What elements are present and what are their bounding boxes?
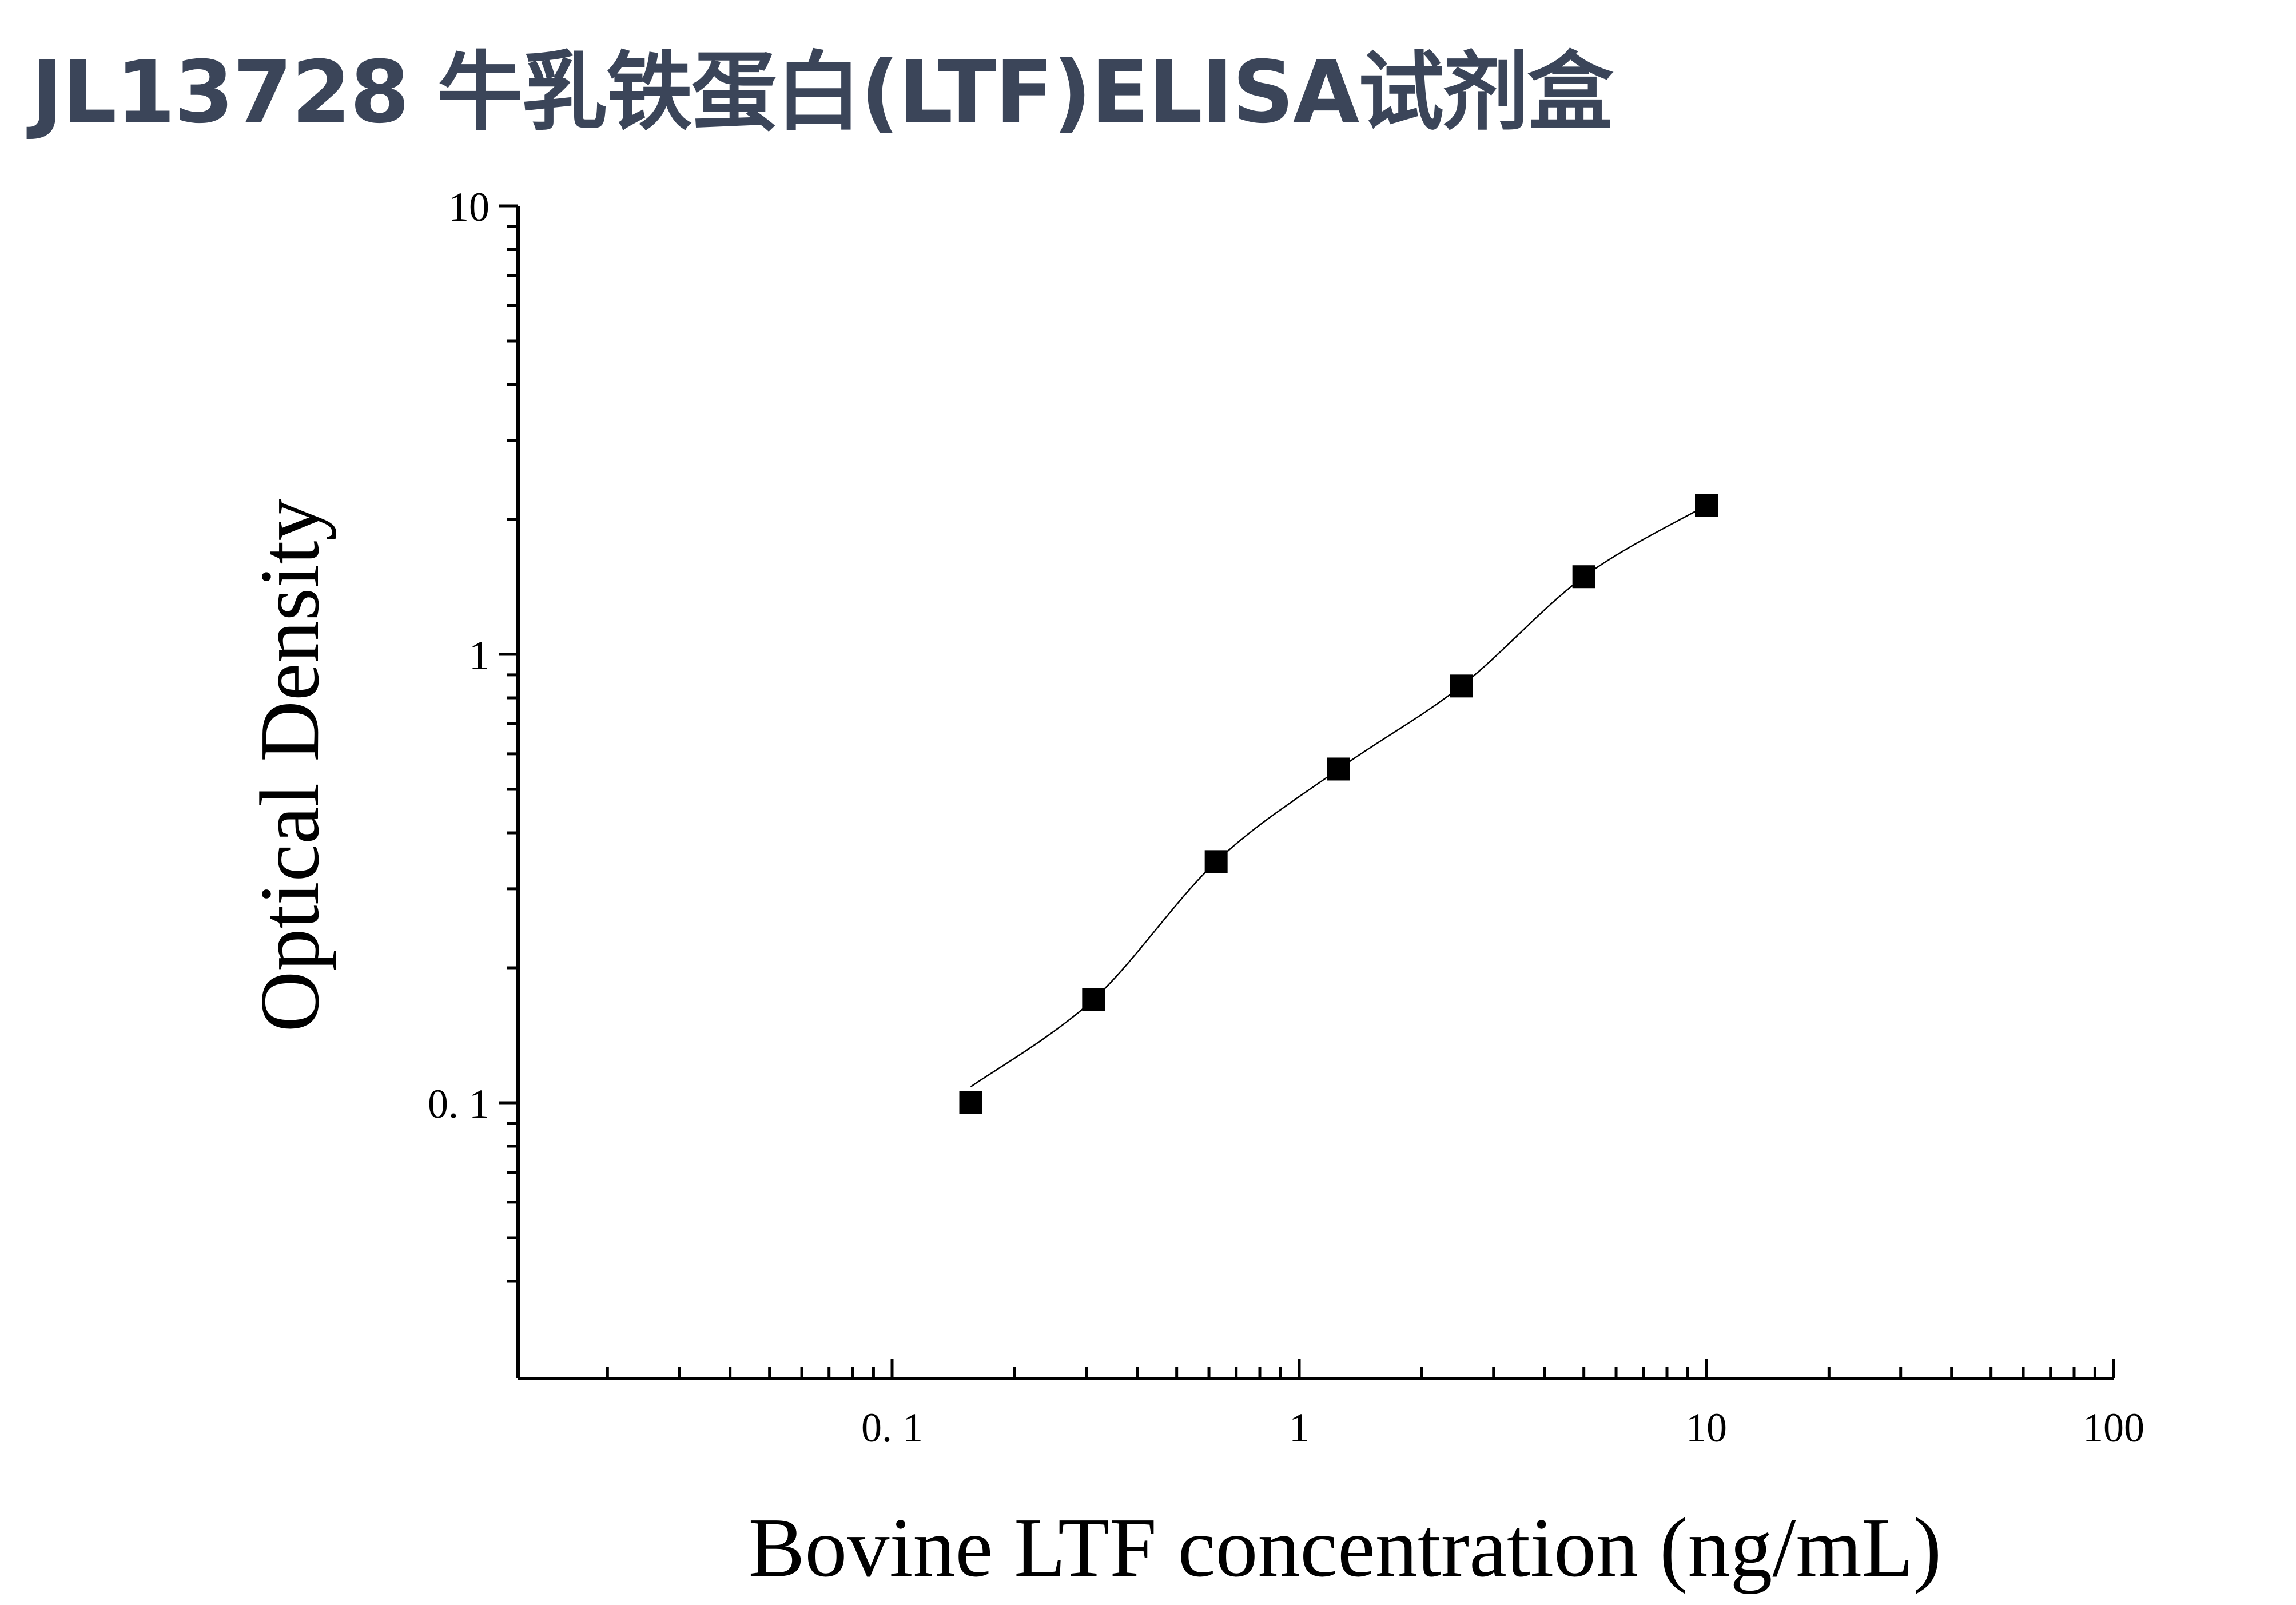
data-point bbox=[1204, 850, 1228, 873]
y-tick-label: 1 bbox=[469, 633, 490, 678]
x-tick-label: 10 bbox=[1686, 1405, 1727, 1451]
x-tick-label: 0. 1 bbox=[861, 1405, 923, 1451]
data-point bbox=[1695, 494, 1718, 517]
data-point bbox=[959, 1091, 982, 1114]
axes bbox=[516, 206, 2114, 1380]
x-tick-label: 1 bbox=[1289, 1405, 1310, 1451]
y-axis-title: Optical Density bbox=[243, 498, 337, 1032]
tick-labels: 0. 1 1 10 100 0. 1 1 10 bbox=[428, 184, 2144, 1451]
x-tick-label: 100 bbox=[2083, 1405, 2144, 1451]
y-tick-label: 0. 1 bbox=[428, 1081, 490, 1127]
x-axis-title: Bovine LTF concentration (ng/mL) bbox=[749, 1501, 1942, 1595]
page-title: JL13728 牛乳铁蛋白(LTF)ELISA试剂盒 bbox=[31, 43, 1613, 142]
data-point bbox=[1572, 565, 1595, 589]
fit-curve bbox=[970, 504, 1707, 1088]
ticks bbox=[499, 204, 2115, 1378]
data-point bbox=[1327, 757, 1350, 781]
data-point bbox=[1450, 674, 1473, 698]
y-tick-label: 10 bbox=[448, 184, 490, 230]
data-point bbox=[1082, 988, 1105, 1011]
data-points bbox=[959, 494, 1718, 1114]
